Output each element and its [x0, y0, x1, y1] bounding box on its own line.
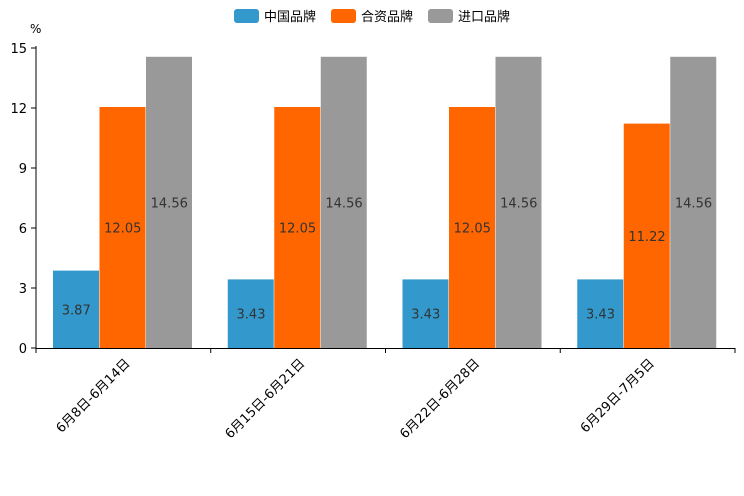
legend-swatch-中国品牌: [234, 9, 259, 23]
bar-中国品牌-3: [577, 279, 624, 348]
bar-value-label-进口品牌-0: 14.56: [151, 196, 188, 211]
x-category-label-1: 6月15日-6月21日: [223, 356, 309, 442]
bar-value-label-进口品牌-3: 14.56: [675, 196, 712, 211]
bar-中国品牌-1: [227, 279, 274, 348]
bar-合资品牌-3: [623, 123, 670, 348]
y-axis-unit-label: %: [30, 22, 41, 36]
bar-中国品牌-0: [53, 270, 99, 348]
legend-label-合资品牌: 合资品牌: [361, 9, 413, 25]
bar-value-label-合资品牌-0: 12.05: [104, 222, 141, 237]
bar-value-label-中国品牌-3: 3.43: [586, 308, 615, 323]
y-tick-label-9: 9: [19, 162, 27, 177]
y-tick-label-3: 3: [19, 282, 27, 297]
bar-进口品牌-1: [320, 56, 367, 349]
y-axis: 0 3 6 9 12 15: [10, 42, 37, 357]
bar-进口品牌-2: [495, 56, 542, 349]
bar-中国品牌-2: [402, 279, 449, 348]
bars: 3.87 12.05 14.56 3.43 12.05 14.56 3.43 12.05 14.…: [53, 56, 717, 349]
y-tick-label-12: 12: [10, 102, 27, 117]
bar-value-label-合资品牌-2: 12.05: [454, 222, 491, 237]
legend-label-进口品牌: 进口品牌: [458, 9, 510, 25]
bar-value-label-中国品牌-1: 3.43: [237, 308, 266, 323]
legend-label-中国品牌: 中国品牌: [264, 9, 316, 25]
legend-swatch-合资品牌: [331, 9, 356, 23]
bar-进口品牌-0: [146, 56, 192, 349]
bar-value-label-中国品牌-2: 3.43: [411, 308, 440, 323]
x-category-label-2: 6月22日-6月28日: [397, 356, 483, 442]
legend-swatch-进口品牌: [428, 9, 453, 23]
bar-value-label-中国品牌-0: 3.87: [62, 303, 91, 318]
bar-value-label-进口品牌-2: 14.56: [500, 196, 537, 211]
y-tick-label-6: 6: [19, 222, 27, 237]
y-tick-label-15: 15: [10, 42, 27, 57]
x-category-label-3: 6月29日-7月5日: [578, 356, 658, 436]
bar-value-label-合资品牌-3: 11.22: [628, 230, 665, 245]
legend: 中国品牌 合资品牌 进口品牌: [234, 9, 510, 25]
x-category-label-0: 6月8日-6月14日: [54, 356, 134, 436]
y-tick-label-0: 0: [19, 342, 27, 357]
bar-value-label-合资品牌-1: 12.05: [279, 222, 316, 237]
x-axis: 6月8日-6月14日 6月15日-6月21日 6月22日-6月28日 6月29日-7月…: [35, 348, 736, 442]
bar-进口品牌-3: [670, 56, 717, 349]
bar-合资品牌-0: [99, 107, 146, 348]
bar-合资品牌-1: [274, 107, 321, 348]
bar-value-label-进口品牌-1: 14.56: [325, 196, 362, 211]
bar-合资品牌-2: [449, 107, 495, 348]
